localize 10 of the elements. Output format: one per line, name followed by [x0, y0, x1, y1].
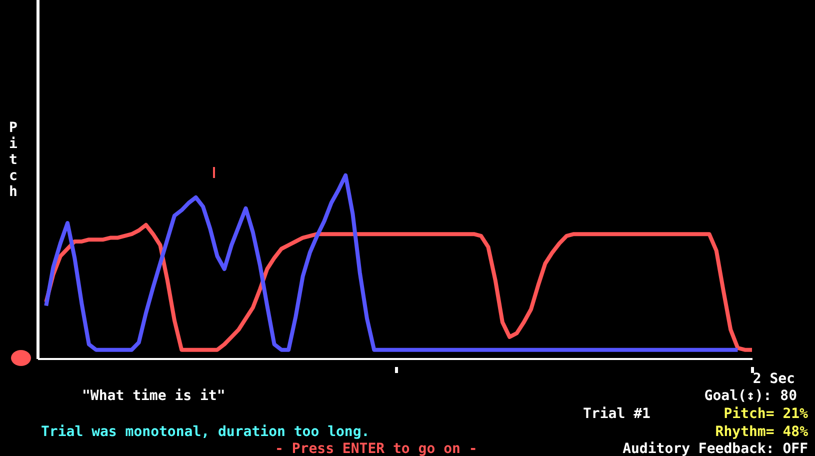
y-axis-title: Pitch: [9, 120, 18, 200]
text: Rhythm= 48%: [715, 424, 808, 440]
text: Pitch= 21%: [724, 406, 808, 422]
text: Trial #1: [583, 406, 650, 422]
text: Auditory Feedback: OFF: [622, 441, 808, 456]
text: Goal(↕): 80: [704, 388, 797, 404]
text: Trial was monotonal, duration too long.: [41, 424, 370, 440]
text: - Press ENTER to go on -: [275, 441, 478, 456]
text: "What time is it": [82, 388, 226, 404]
text: 2 Sec: [752, 371, 795, 387]
